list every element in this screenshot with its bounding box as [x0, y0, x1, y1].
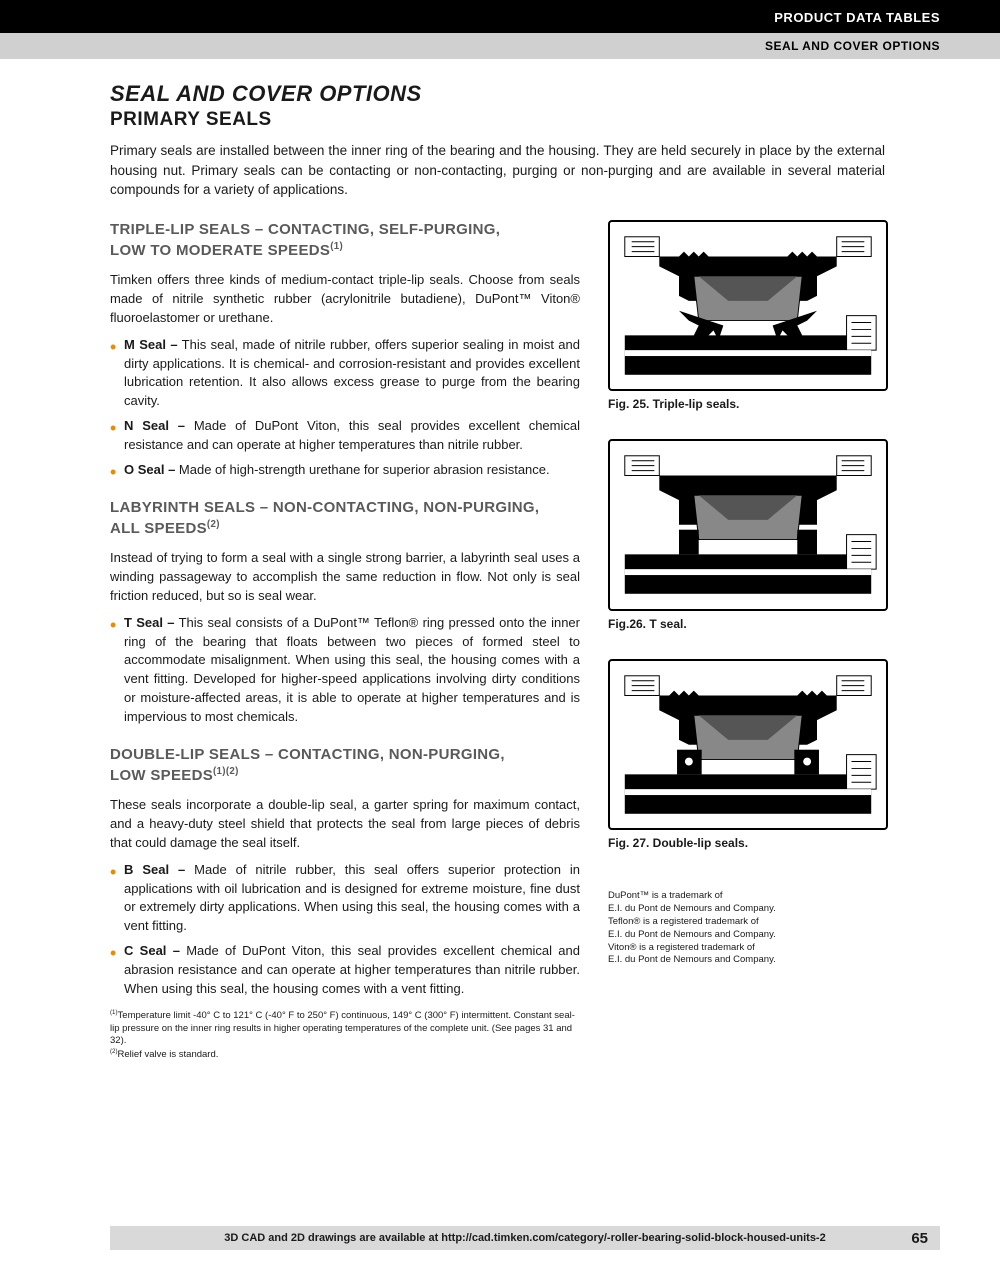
- bullet-label: T Seal –: [124, 615, 175, 630]
- page-content: SEAL AND COVER OPTIONS PRIMARY SEALS Pri…: [0, 59, 1000, 1062]
- bullet-label: B Seal –: [124, 862, 185, 877]
- sub-title: PRIMARY SEALS: [110, 109, 940, 131]
- bullet-text: Made of high-strength urethane for super…: [175, 462, 549, 477]
- list-item: O Seal – Made of high-strength urethane …: [124, 461, 580, 480]
- bullet-text: This seal consists of a DuPont™ Teflon® …: [124, 615, 580, 724]
- footer-text: 3D CAD and 2D drawings are available at …: [224, 1232, 825, 1244]
- double-lip-diagram: [610, 661, 886, 829]
- left-column: TRIPLE-LIP SEALS – CONTACTING, SELF-PURG…: [110, 220, 580, 1063]
- intro-paragraph: Primary seals are installed between the …: [110, 141, 885, 200]
- trademark-note: DuPont™ is a trademark of E.I. du Pont d…: [608, 890, 888, 967]
- list-item: B Seal – Made of nitrile rubber, this se…: [124, 861, 580, 936]
- right-column: Fig. 25. Triple-lip seals.: [608, 220, 888, 1063]
- list-item: C Seal – Made of DuPont Viton, this seal…: [124, 942, 580, 999]
- bullet-text: Made of DuPont Viton, this seal provides…: [124, 418, 580, 452]
- t-seal-diagram: [610, 441, 886, 609]
- triple-heading: TRIPLE-LIP SEALS – CONTACTING, SELF-PURG…: [110, 220, 580, 262]
- double-bullets: B Seal – Made of nitrile rubber, this se…: [110, 861, 580, 999]
- bullet-label: M Seal –: [124, 337, 178, 352]
- footnote-sup: (1): [110, 1009, 118, 1016]
- footnote-2: Relief valve is standard.: [118, 1049, 219, 1060]
- double-heading-sup: (1)(2): [213, 766, 239, 777]
- fig26-caption: Fig.26. T seal.: [608, 617, 888, 631]
- bullet-text: This seal, made of nitrile rubber, offer…: [124, 337, 580, 409]
- figure-26: [608, 439, 888, 611]
- header-black-bar: PRODUCT DATA TABLES: [0, 0, 1000, 33]
- double-heading-l2: LOW SPEEDS: [110, 767, 213, 784]
- triple-body: Timken offers three kinds of medium-cont…: [110, 271, 580, 328]
- labyrinth-bullets: T Seal – This seal consists of a DuPont™…: [110, 614, 580, 727]
- labyrinth-heading: LABYRINTH SEALS – NON-CONTACTING, NON-PU…: [110, 498, 580, 540]
- page-number: 65: [911, 1230, 928, 1247]
- list-item: T Seal – This seal consists of a DuPont™…: [124, 614, 580, 727]
- footer-bar: 3D CAD and 2D drawings are available at …: [110, 1226, 940, 1250]
- footnote-sup: (2): [110, 1048, 118, 1055]
- bullet-text: Made of DuPont Viton, this seal provides…: [124, 943, 580, 996]
- labyrinth-heading-l2: ALL SPEEDS: [110, 520, 207, 537]
- triple-heading-l1: TRIPLE-LIP SEALS – CONTACTING, SELF-PURG…: [110, 221, 500, 238]
- header-grey-label: SEAL AND COVER OPTIONS: [765, 39, 940, 53]
- double-heading: DOUBLE-LIP SEALS – CONTACTING, NON-PURGI…: [110, 745, 580, 787]
- double-body: These seals incorporate a double-lip sea…: [110, 796, 580, 853]
- figure-27: [608, 659, 888, 831]
- bullet-text: Made of nitrile rubber, this seal offers…: [124, 862, 580, 934]
- list-item: N Seal – Made of DuPont Viton, this seal…: [124, 417, 580, 455]
- triple-heading-sup: (1): [330, 241, 343, 252]
- bullet-label: C Seal –: [124, 943, 180, 958]
- fig27-caption: Fig. 27. Double-lip seals.: [608, 836, 888, 850]
- bullet-label: O Seal –: [124, 462, 175, 477]
- labyrinth-heading-l1: LABYRINTH SEALS – NON-CONTACTING, NON-PU…: [110, 499, 539, 516]
- figure-25: [608, 220, 888, 392]
- triple-heading-l2: LOW TO MODERATE SPEEDS: [110, 242, 330, 259]
- footnotes-block: (1)Temperature limit -40° C to 121° C (-…: [110, 1009, 580, 1063]
- bullet-label: N Seal –: [124, 418, 185, 433]
- footnote-1: Temperature limit -40° C to 121° C (-40°…: [110, 1010, 575, 1047]
- triple-lip-diagram: [610, 222, 886, 390]
- list-item: M Seal – This seal, made of nitrile rubb…: [124, 336, 580, 411]
- double-heading-l1: DOUBLE-LIP SEALS – CONTACTING, NON-PURGI…: [110, 746, 505, 763]
- header-grey-bar: SEAL AND COVER OPTIONS: [0, 33, 1000, 59]
- labyrinth-heading-sup: (2): [207, 519, 220, 530]
- labyrinth-body: Instead of trying to form a seal with a …: [110, 549, 580, 606]
- header-black-label: PRODUCT DATA TABLES: [774, 10, 940, 25]
- fig25-caption: Fig. 25. Triple-lip seals.: [608, 397, 888, 411]
- main-title: SEAL AND COVER OPTIONS: [110, 81, 940, 107]
- triple-bullets: M Seal – This seal, made of nitrile rubb…: [110, 336, 580, 480]
